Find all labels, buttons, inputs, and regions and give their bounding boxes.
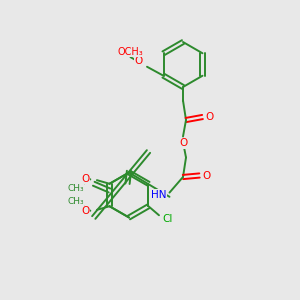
Text: O: O — [203, 170, 211, 181]
Text: O: O — [81, 206, 90, 216]
Text: O: O — [134, 56, 143, 66]
Text: O: O — [206, 112, 214, 122]
Text: CH₃: CH₃ — [67, 184, 84, 193]
Text: O: O — [179, 138, 187, 148]
Text: Cl: Cl — [162, 214, 172, 224]
Text: CH₃: CH₃ — [67, 197, 84, 206]
Text: O: O — [81, 174, 90, 184]
Text: OCH₃: OCH₃ — [118, 47, 143, 57]
Text: HN: HN — [151, 190, 167, 200]
